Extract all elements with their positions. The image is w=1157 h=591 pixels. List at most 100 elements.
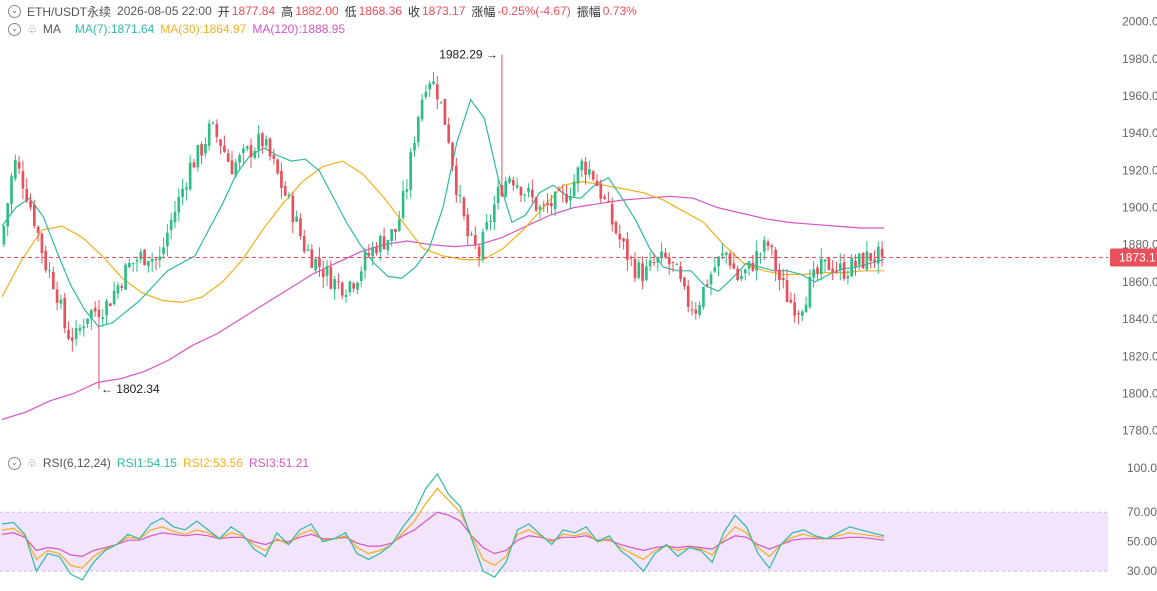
candle-body — [226, 153, 230, 162]
candle-body — [561, 191, 565, 193]
low-key: 低 — [344, 4, 357, 19]
candle-body — [766, 241, 770, 247]
candle-body — [838, 263, 842, 270]
price-tick-label: 1800.00 — [1122, 387, 1157, 401]
rsi-tick-label: 30.00 — [1127, 564, 1157, 578]
candle-body — [504, 181, 508, 197]
candle-body — [367, 253, 371, 256]
candle-body — [584, 161, 587, 175]
candle-body — [443, 98, 447, 125]
rsi-collapse-chevron-icon[interactable]: ⌄ — [8, 456, 21, 470]
candle-body — [648, 260, 652, 267]
collapse-chevron-icon[interactable]: ⌄ — [8, 4, 21, 18]
candle-body — [857, 253, 861, 265]
candle-body — [542, 204, 546, 206]
candle-body — [333, 279, 336, 290]
candle-body — [280, 170, 283, 189]
high-marker-label: 1982.29 → — [439, 48, 498, 62]
candle-body — [287, 194, 291, 197]
candle-body — [614, 222, 618, 234]
alert-bell-icon[interactable]: ♧ — [27, 23, 37, 36]
ma-legend: ⌄ ♧ MA MA(7):1871.64 MA(30):1864.97 MA(1… — [8, 21, 351, 37]
candle-body — [572, 181, 576, 197]
candle-body — [154, 259, 158, 261]
candle-body — [835, 270, 838, 272]
candle-body — [291, 195, 295, 223]
candle-body — [416, 116, 420, 143]
candle-body — [778, 269, 781, 281]
candle-body — [751, 262, 755, 271]
candle-body — [565, 193, 568, 203]
candle-body — [245, 146, 249, 150]
candle-body — [188, 162, 192, 190]
rsi-line-rsi2 — [1, 487, 885, 569]
candle-body — [538, 206, 542, 210]
candle-body — [185, 187, 188, 190]
candlesticks — [2, 54, 884, 390]
candle-body — [135, 259, 139, 262]
candle-body — [785, 279, 789, 303]
price-tick-label: 1920.00 — [1122, 163, 1157, 177]
close-value: 1873.17 — [422, 4, 466, 18]
candle-body — [550, 202, 553, 207]
low-value: 1868.36 — [358, 4, 402, 18]
candle-body — [489, 220, 492, 222]
candle-body — [181, 188, 184, 198]
candle-body — [13, 160, 17, 179]
price-tick-label: 1820.00 — [1122, 349, 1157, 363]
candle-body — [314, 258, 317, 271]
candle-body — [2, 226, 6, 245]
rsi-line-rsi1 — [1, 472, 885, 581]
candle-body — [873, 259, 876, 262]
candle-body — [302, 236, 306, 252]
low-marker-label: ← 1802.34 — [101, 382, 160, 396]
moving-averages — [1, 98, 885, 421]
candle-body — [466, 214, 470, 237]
candle-body — [827, 257, 831, 271]
ma-collapse-chevron-icon[interactable]: ⌄ — [8, 22, 21, 36]
candle-body — [439, 101, 443, 103]
candle-body — [299, 218, 302, 237]
candle-body — [485, 222, 489, 230]
candle-body — [86, 318, 89, 324]
candle-body — [842, 262, 846, 279]
price-axis: 1780.00 1800.00 1820.00 1840.00 1860.00 1880.… — [1122, 15, 1157, 438]
current-price-badge — [1110, 248, 1157, 267]
ma-label: MA — [42, 22, 61, 36]
ma120-line — [1, 195, 884, 421]
candle-body — [846, 276, 850, 279]
candle-body — [397, 219, 401, 231]
high-key: 高 — [281, 4, 294, 19]
candle-body — [432, 81, 435, 84]
candle-body — [652, 262, 656, 264]
candle-body — [428, 83, 432, 90]
candle-body — [569, 196, 572, 201]
candle-body — [78, 327, 82, 331]
price-tick-label: 1780.00 — [1122, 424, 1157, 438]
open-value: 1877.84 — [231, 4, 276, 18]
high-value: 1882.00 — [295, 4, 339, 18]
candle-body — [492, 204, 496, 223]
candle-body — [804, 304, 808, 313]
candle-body — [865, 251, 869, 270]
rsi-legend: ⌄ ♧ RSI(6,12,24) RSI1:54.15 RSI2:53.56 R… — [8, 455, 315, 471]
candle-body — [808, 276, 812, 308]
candle-body — [10, 176, 13, 204]
candle-body — [44, 250, 48, 271]
datetime-label: 2026-08-05 22:00 — [117, 4, 212, 18]
candle-body — [823, 259, 827, 262]
candle-body — [82, 326, 86, 329]
candle-body — [169, 219, 173, 231]
candle-body — [238, 155, 241, 163]
candle-body — [234, 162, 238, 176]
candle-body — [645, 266, 648, 280]
candle-body — [713, 267, 717, 272]
candle-body — [55, 289, 59, 303]
candle-body — [394, 228, 397, 233]
candle-body — [451, 142, 454, 166]
rsi-pane: 30.00 50.00 70.00 100.00 — [0, 461, 1157, 581]
rsi-alert-bell-icon[interactable]: ♧ — [27, 457, 37, 470]
candle-body — [747, 261, 751, 269]
candle-body — [435, 84, 439, 100]
